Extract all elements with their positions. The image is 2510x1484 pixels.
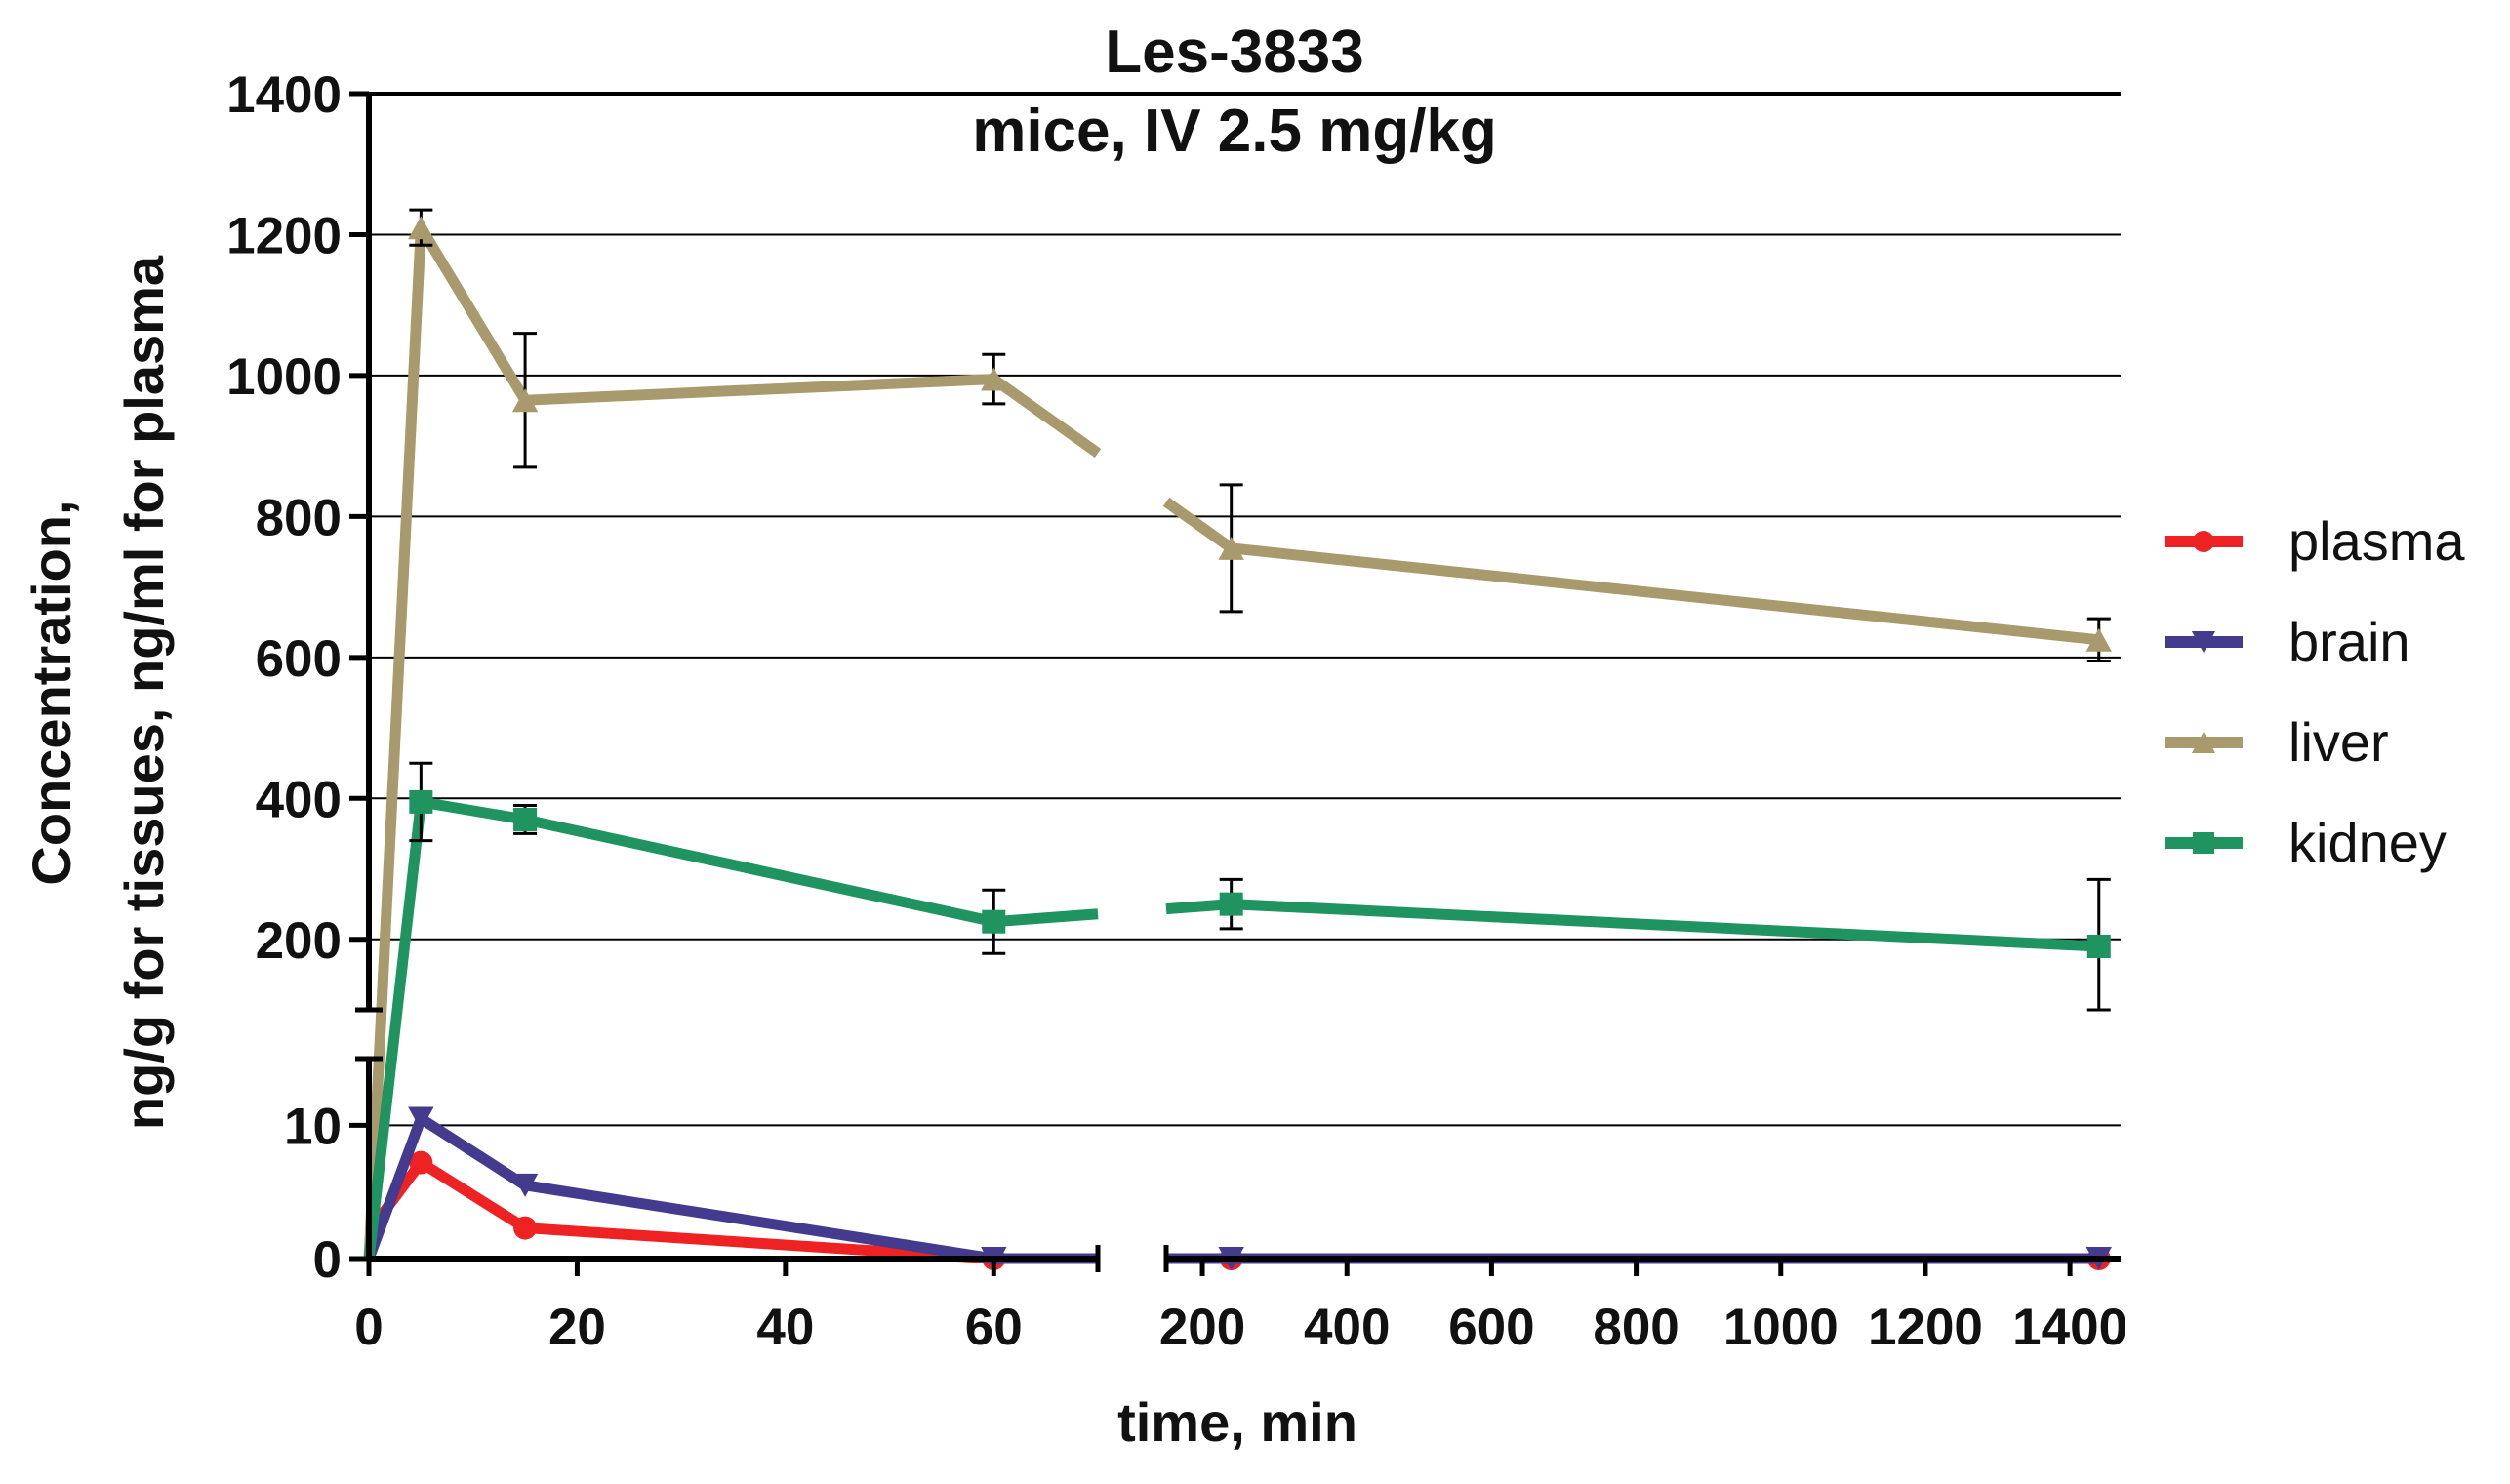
series-line-kidney xyxy=(363,801,426,1260)
legend-marker-plasma xyxy=(2193,531,2214,552)
x-tick-label: 1400 xyxy=(2012,1299,2127,1356)
series-line-liver xyxy=(363,226,426,1260)
series-line-kidney xyxy=(523,814,995,928)
y-tick-label: 1000 xyxy=(226,348,342,406)
legend-item-liver: liver xyxy=(2165,711,2389,773)
x-tick-label: 1000 xyxy=(1723,1299,1839,1356)
x-tick-label: 60 xyxy=(965,1299,1023,1356)
data-point-kidney xyxy=(1219,892,1243,916)
legend-marker-liver xyxy=(2191,732,2216,753)
data-point-liver xyxy=(2085,627,2112,652)
series-line-liver xyxy=(416,224,530,404)
y-axis-label-line1: Concentration, xyxy=(20,500,82,885)
y-tick-label: 10 xyxy=(284,1098,342,1155)
x-tick-label: 400 xyxy=(1304,1299,1390,1356)
series-line-kidney xyxy=(420,796,526,825)
x-axis-label: time, min xyxy=(1117,1391,1357,1453)
x-tick-label: 20 xyxy=(548,1299,606,1356)
data-point-kidney xyxy=(513,807,538,831)
series-line-brain xyxy=(418,1113,529,1190)
data-point-liver xyxy=(1218,536,1244,560)
series-line-plasma xyxy=(524,1223,994,1264)
y-tick-label: 200 xyxy=(256,912,342,970)
series-line-kidney xyxy=(1231,899,2100,952)
series-line-liver xyxy=(524,374,994,406)
y-axis-label-line2: ng/g for tissues, ng/ml for plasma xyxy=(113,255,175,1130)
y-tick-label: 600 xyxy=(256,630,342,688)
y-tick-label: 1400 xyxy=(226,66,342,124)
chart-title: Les-3833 xyxy=(1105,19,1363,86)
data-series xyxy=(363,208,2112,1270)
series-liver xyxy=(363,208,2112,1260)
data-point-liver xyxy=(981,367,1007,391)
grid-lines xyxy=(369,92,2121,1127)
series-line-liver xyxy=(991,375,1102,459)
x-tick-label: 1200 xyxy=(1868,1299,1983,1356)
data-point-kidney xyxy=(2086,934,2111,958)
y-tick-label: 1200 xyxy=(226,207,342,264)
x-tick-label: 800 xyxy=(1593,1299,1679,1356)
data-point-kidney xyxy=(409,789,433,814)
legend-marker-brain xyxy=(2191,631,2216,653)
data-point-kidney xyxy=(982,909,1006,934)
legend-label-kidney: kidney xyxy=(2288,812,2447,873)
x-tick-label: 600 xyxy=(1448,1299,1534,1356)
legend-label-brain: brain xyxy=(2288,611,2410,672)
data-point-plasma xyxy=(513,1216,538,1240)
legend-marker-kidney xyxy=(2193,832,2214,854)
series-line-brain xyxy=(363,1116,426,1261)
data-point-brain xyxy=(408,1106,434,1131)
legend-item-brain: brain xyxy=(2165,611,2410,672)
series-line-liver xyxy=(1231,542,2100,646)
y-tick-label: 800 xyxy=(256,489,342,546)
legend-label-liver: liver xyxy=(2288,711,2389,773)
series-line-brain xyxy=(524,1180,995,1264)
y-tick-label: 0 xyxy=(313,1231,342,1289)
data-point-brain xyxy=(511,1173,539,1197)
y-tick-label: 400 xyxy=(256,771,342,828)
series-line-liver xyxy=(1162,497,1235,553)
series-line-kidney xyxy=(992,908,1099,928)
data-point-liver xyxy=(408,216,434,240)
series-kidney xyxy=(363,761,2111,1260)
data-point-liver xyxy=(511,388,539,413)
legend: plasma brain liver kidney xyxy=(2165,510,2465,873)
series-line-plasma xyxy=(418,1157,528,1233)
data-point-plasma xyxy=(409,1150,433,1175)
tick-labels: 200 400 600 800 1000 1200 1400 0 10 0 20 40 60 200 400… xyxy=(226,66,2127,1356)
x-tick-label: 0 xyxy=(354,1299,383,1356)
axes xyxy=(349,91,2121,1276)
legend-item-kidney: kidney xyxy=(2165,812,2447,873)
x-tick-label: 40 xyxy=(756,1299,814,1356)
x-tick-label: 200 xyxy=(1159,1299,1245,1356)
legend-item-plasma: plasma xyxy=(2165,510,2465,572)
legend-label-plasma: plasma xyxy=(2288,510,2465,572)
series-brain xyxy=(363,1106,2112,1270)
chart-subtitle: mice, IV 2.5 mg/kg xyxy=(972,98,1497,165)
